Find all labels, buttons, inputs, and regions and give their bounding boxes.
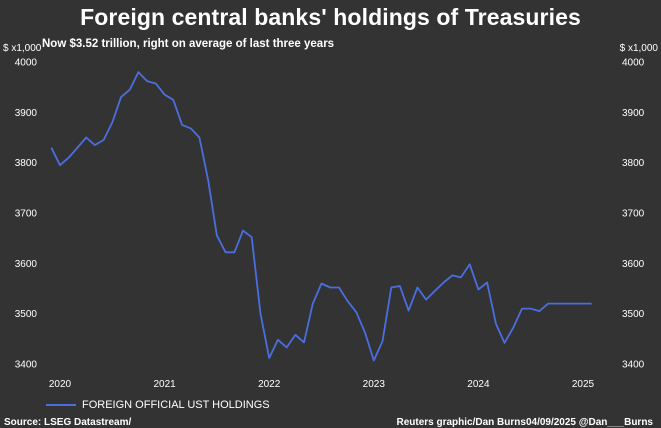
chart-title: Foreign central banks' holdings of Treas… bbox=[80, 4, 581, 30]
y-tick-right-3500: 3500 bbox=[622, 309, 645, 320]
x-tick-2024: 2024 bbox=[467, 379, 490, 390]
y-tick-right-3800: 3800 bbox=[622, 158, 645, 169]
y-tick-left-3500: 3500 bbox=[15, 309, 38, 320]
y-tick-right-4000: 4000 bbox=[622, 58, 645, 69]
series-line-0 bbox=[50, 71, 592, 362]
x-tick-2020: 2020 bbox=[49, 379, 72, 390]
y-tick-right-3700: 3700 bbox=[622, 209, 645, 220]
x-axis: 2020 2021 2022 2023 2024 2025 bbox=[49, 379, 595, 390]
series-group bbox=[50, 71, 592, 362]
y-axis-unit-left: $ x1,000 bbox=[3, 43, 42, 54]
y-tick-left-3900: 3900 bbox=[15, 108, 38, 119]
y-tick-right-3400: 3400 bbox=[622, 360, 645, 371]
source-note: Source: LSEG Datastream/ bbox=[4, 417, 132, 428]
y-tick-left-3400: 3400 bbox=[15, 360, 38, 371]
x-tick-2022: 2022 bbox=[258, 379, 281, 390]
legend-swatch bbox=[46, 404, 76, 406]
y-tick-left-3700: 3700 bbox=[15, 209, 38, 220]
y-tick-left-3800: 3800 bbox=[15, 158, 38, 169]
x-tick-2023: 2023 bbox=[363, 379, 386, 390]
legend-label: FOREIGN OFFICIAL UST HOLDINGS bbox=[82, 399, 270, 411]
y-axis-unit-right: $ x1,000 bbox=[619, 43, 658, 54]
legend: FOREIGN OFFICIAL UST HOLDINGS bbox=[46, 399, 270, 411]
y-tick-right-3900: 3900 bbox=[622, 108, 645, 119]
y-tick-left-4000: 4000 bbox=[15, 58, 38, 69]
y-axis-right: 3400 3500 3600 3700 3800 3900 4000 bbox=[622, 58, 645, 371]
y-tick-left-3600: 3600 bbox=[15, 259, 38, 270]
y-tick-right-3600: 3600 bbox=[622, 259, 645, 270]
chart-subtitle: Now $3.52 trillion, right on average of … bbox=[42, 38, 335, 50]
x-tick-2025: 2025 bbox=[572, 379, 595, 390]
credit-note: Reuters graphic/Dan Burns04/09/2025 @Dan… bbox=[396, 417, 653, 428]
x-tick-2021: 2021 bbox=[153, 379, 176, 390]
y-axis-left: 3400 3500 3600 3700 3800 3900 4000 bbox=[15, 58, 38, 371]
